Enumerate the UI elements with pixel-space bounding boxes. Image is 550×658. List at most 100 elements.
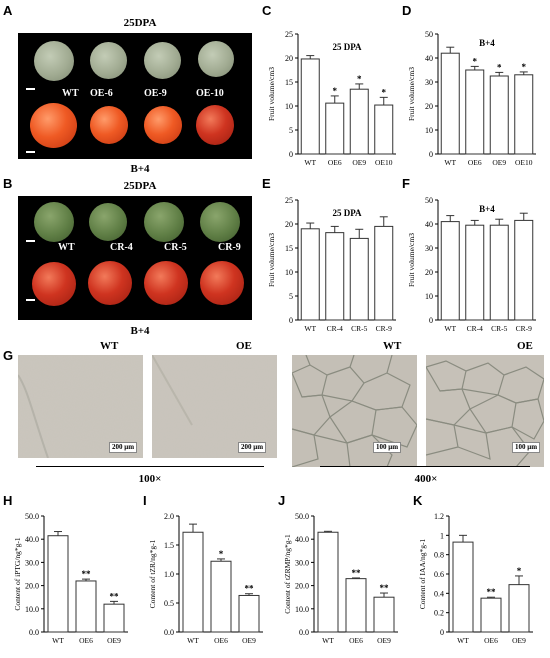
- chart-e: 0 5 10 15 20 25 Fruit volume/cm3 25 DPA WT CR-4 CR…: [267, 196, 396, 333]
- y-axis-label: Content of tZRMP/ng*g-1: [283, 534, 292, 614]
- x-tick-label: OE6: [468, 158, 482, 167]
- y-axis-label: Content of IAA/ng*g-1: [418, 539, 427, 610]
- x-tick-label: WT: [52, 636, 64, 645]
- micro-label-oe-400: OE: [517, 340, 533, 352]
- x-tick-label: OE6: [484, 636, 498, 645]
- significance-marker: *: [497, 62, 502, 72]
- y-tick-label: 0.5: [164, 599, 174, 608]
- y-tick-label: 10: [285, 268, 293, 277]
- x-tick-label: OE6: [79, 636, 93, 645]
- y-tick-label: 10: [425, 292, 433, 301]
- y-tick-label: 20.0: [295, 582, 309, 591]
- panel-label-f: F: [402, 176, 410, 191]
- significance-marker: *: [382, 87, 387, 97]
- label-wt: WT: [58, 242, 75, 253]
- x-tick-label: OE10: [375, 158, 393, 167]
- y-axis-label: Fruit volume/cm3: [267, 67, 276, 121]
- y-tick-label: 25: [285, 196, 293, 205]
- fruit-wt-red: [32, 262, 76, 306]
- y-tick-label: 0: [289, 316, 293, 325]
- bar: [452, 541, 474, 633]
- bar: [238, 594, 260, 633]
- y-tick-label: 1.5: [164, 541, 174, 550]
- bar: [465, 69, 485, 155]
- fruit-oe10-red: [196, 105, 234, 145]
- micrograph-oe-100x: [152, 355, 277, 458]
- fruit-cr4-green: [89, 203, 127, 241]
- y-tick-label: 1.0: [164, 570, 174, 579]
- y-tick-label: 40: [425, 54, 433, 63]
- significance-marker: *: [219, 549, 224, 559]
- panel-b-top-title: 25DPA: [123, 180, 157, 192]
- scale-bar-label: 100 μm: [373, 442, 402, 453]
- y-tick-label: 0.0: [29, 628, 39, 637]
- x-tick-label: WT: [304, 324, 316, 333]
- x-tick-label: WT: [444, 324, 456, 333]
- scale-bar-label: 200 μm: [238, 442, 267, 453]
- y-tick-label: 0.6: [434, 570, 444, 579]
- fruit-oe9-green: [144, 42, 181, 79]
- x-tick-label: WT: [187, 636, 199, 645]
- x-tick-label: WT: [304, 158, 316, 167]
- chart-f: 0 10 20 30 40 50 Fruit volume/cm3 B+4 WT CR-4 CR-5…: [407, 196, 536, 333]
- bar: [300, 58, 320, 155]
- y-tick-label: 0.2: [434, 609, 444, 618]
- significance-marker: *: [357, 74, 362, 84]
- y-axis-label: Content of tZR/ng*g-1: [148, 539, 157, 608]
- panel-label-a: A: [3, 3, 13, 18]
- bar: [514, 219, 534, 321]
- panel-label-g: G: [3, 348, 14, 363]
- bar: [345, 578, 367, 633]
- x-tick-label: WT: [444, 158, 456, 167]
- scale-bar: [26, 151, 35, 153]
- x-tick-label: CR-9: [516, 324, 533, 333]
- x-tick-label: OE9: [492, 158, 506, 167]
- y-tick-label: 30: [425, 78, 433, 87]
- chart-title: B+4: [479, 38, 495, 48]
- y-tick-label: 40.0: [25, 535, 39, 544]
- panel-label-b: B: [3, 176, 13, 191]
- x-tick-label: OE9: [512, 636, 526, 645]
- y-tick-label: 50.0: [295, 512, 309, 521]
- y-tick-label: 10.0: [295, 605, 309, 614]
- magnification-line-100x: [36, 466, 264, 467]
- fruit-oe9-red: [144, 106, 182, 144]
- bar: [325, 232, 345, 321]
- significance-marker: **: [380, 583, 390, 593]
- fruit-oe10-green: [198, 41, 234, 77]
- magnification-line-400x: [320, 466, 530, 467]
- panel-label-h: H: [3, 493, 13, 508]
- magnification-100x: 100×: [138, 473, 162, 485]
- bar: [440, 52, 460, 155]
- y-axis-label: Content of iPTG/ng*g-1: [13, 537, 22, 611]
- x-tick-label: OE6: [214, 636, 228, 645]
- panel-label-d: D: [402, 3, 412, 18]
- bar: [317, 531, 339, 633]
- label-cr4: CR-4: [110, 242, 133, 253]
- chart-title: 25 DPA: [332, 42, 362, 52]
- micro-label-oe-100: OE: [236, 340, 252, 352]
- bar: [103, 603, 125, 633]
- fruit-cr9-green: [200, 202, 240, 242]
- y-tick-label: 1: [440, 531, 444, 540]
- chart-c: 0 5 10 15 20 25 Fruit volume/cm3 25 DPA WT * OE6 * O…: [267, 30, 396, 167]
- y-axis-label: Fruit volume/cm3: [407, 67, 416, 121]
- y-axis-label: Fruit volume/cm3: [407, 233, 416, 287]
- bar: [349, 88, 369, 155]
- fruit-wt-red: [30, 103, 77, 148]
- y-tick-label: 0.0: [164, 628, 174, 637]
- significance-marker: **: [82, 569, 92, 579]
- chart-title: 25 DPA: [332, 208, 362, 218]
- bar: [325, 102, 345, 155]
- fruit-oe6-red: [90, 106, 128, 144]
- label-oe9: OE-9: [144, 88, 167, 99]
- fruit-cr4-red: [88, 261, 132, 305]
- micro-label-wt-400: WT: [383, 340, 402, 352]
- bar: [508, 584, 530, 633]
- bar: [480, 597, 502, 633]
- y-tick-label: 2.0: [164, 512, 174, 521]
- fruit-wt-green: [34, 41, 74, 81]
- x-tick-label: OE9: [107, 636, 121, 645]
- bar: [440, 221, 460, 321]
- x-tick-label: WT: [457, 636, 469, 645]
